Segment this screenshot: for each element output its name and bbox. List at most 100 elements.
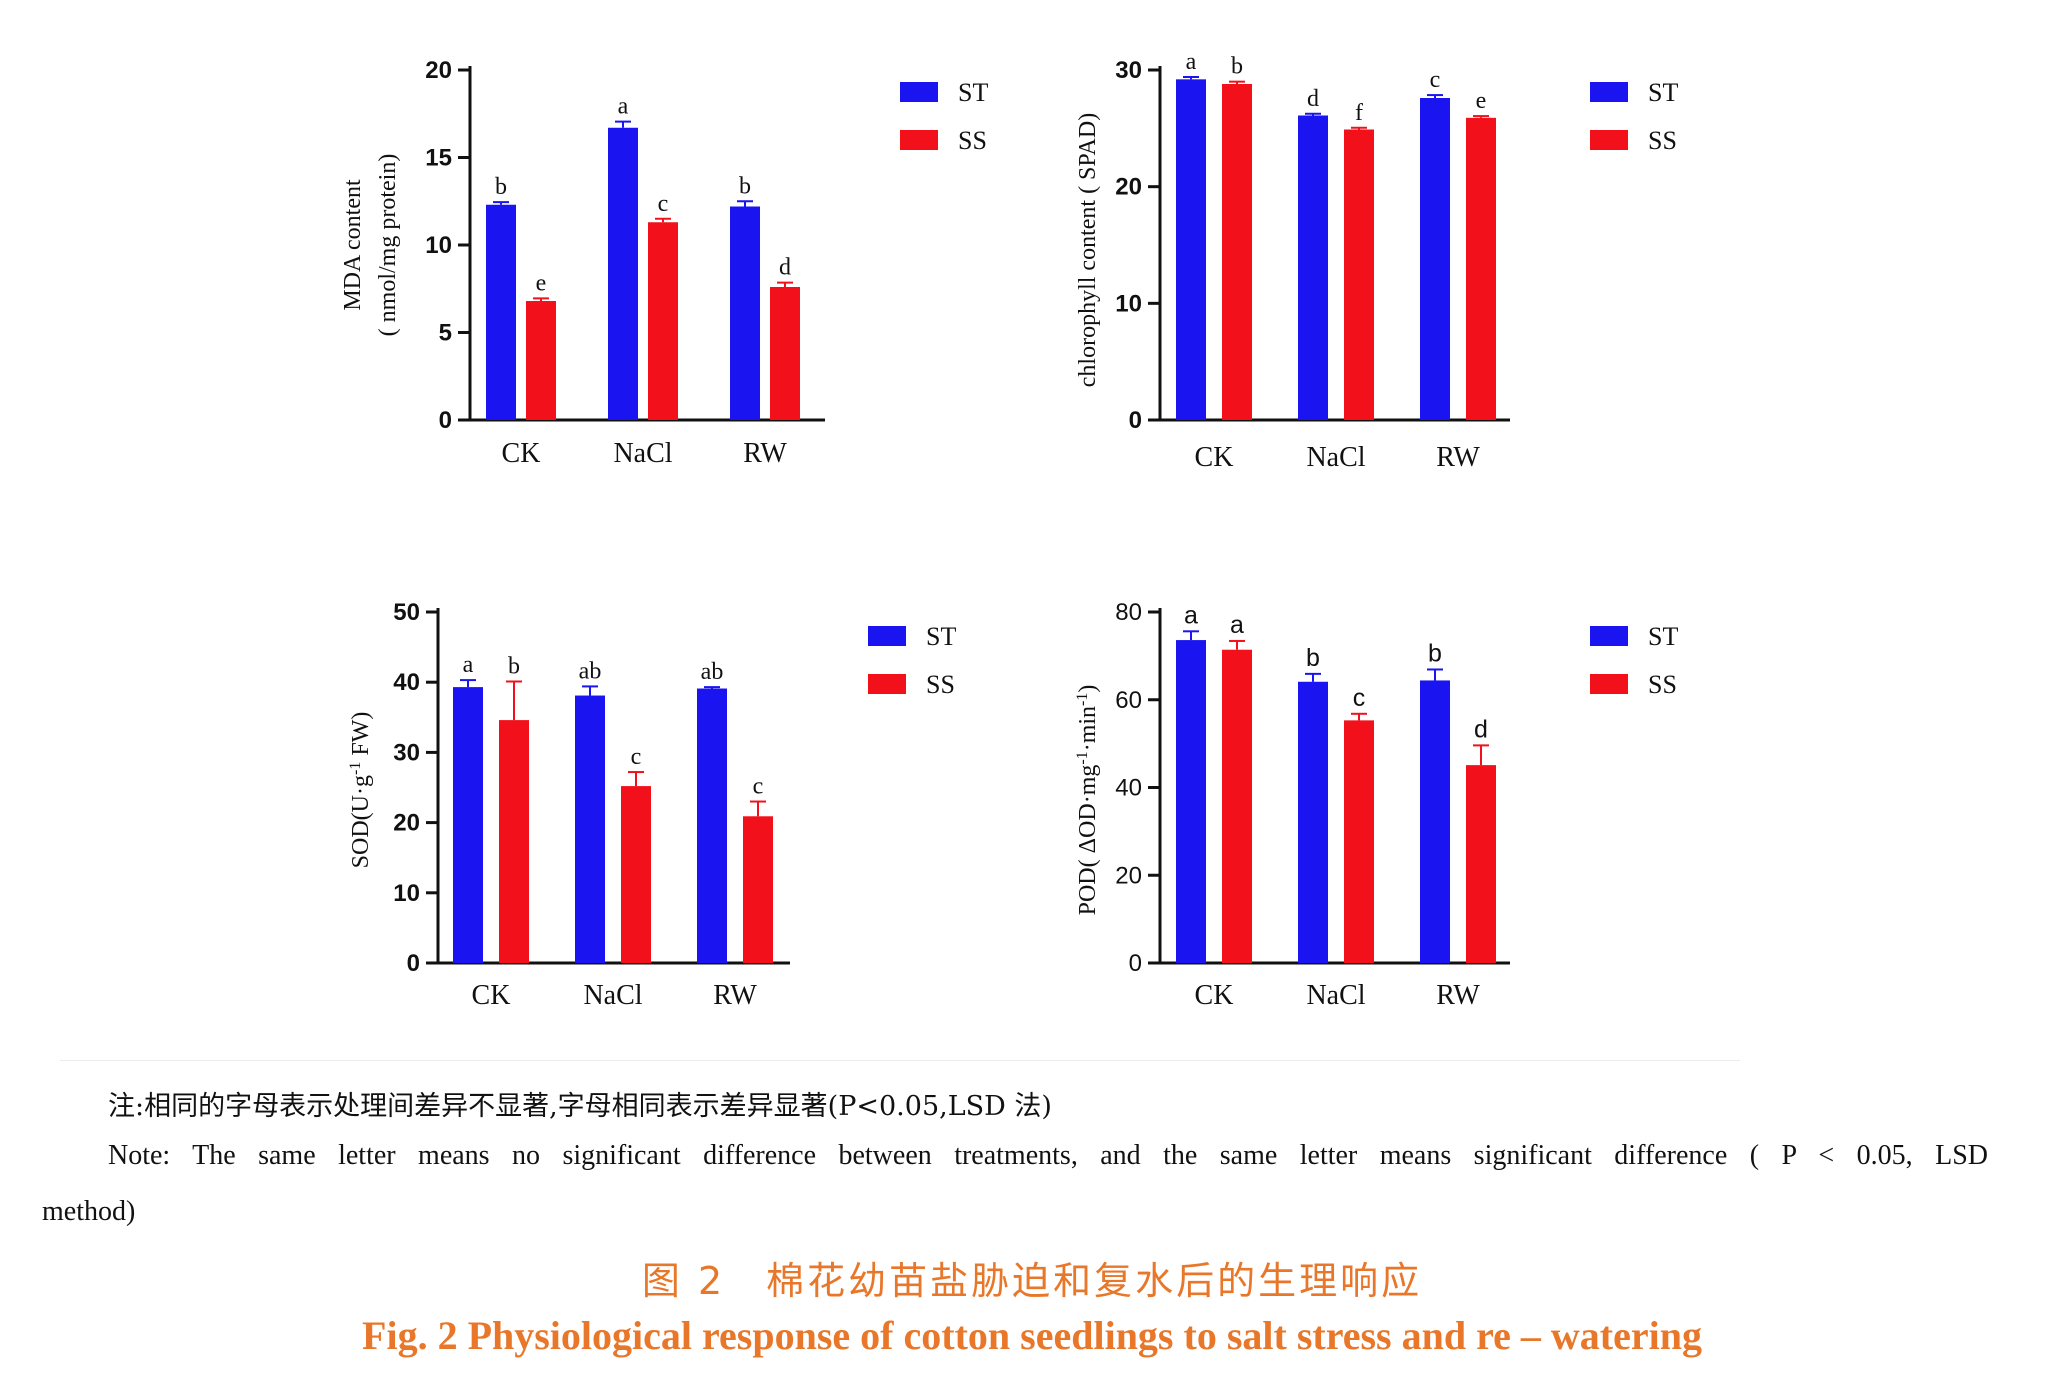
bar-ST-RW [730, 206, 760, 420]
y-tick-label: 50 [393, 599, 420, 626]
legend-label-SS: SS [958, 126, 987, 155]
significance-letter-SS-RW: e [1476, 88, 1487, 114]
category-label-CK: CK [1195, 980, 1234, 1011]
legend-label-ST: ST [958, 78, 988, 107]
bar-SS-CK [499, 720, 529, 963]
label-part: MDA content [340, 179, 366, 311]
y-tick-label: 5 [439, 320, 452, 347]
label-part: FW) [348, 712, 374, 762]
superscript: -1 [1074, 693, 1091, 706]
label-part: chlorophyll content ( SPAD) [1075, 113, 1101, 387]
category-label-NaCl: NaCl [1306, 980, 1365, 1011]
significance-letter-ST-NaCl: d [1307, 86, 1319, 112]
chart-mda-svg: 0 5 10 15 20 MDA content ( nmol/mg protein) b e C… [340, 57, 988, 469]
significance-letter-ST-CK: a [1186, 49, 1197, 75]
y-axis-label: chlorophyll content ( SPAD) [1075, 113, 1101, 387]
superscript: -1 [1074, 751, 1091, 764]
category-label-RW: RW [1436, 442, 1480, 473]
bar-SS-NaCl [1344, 129, 1374, 420]
chart-pod: 0 20 40 60 80 POD( ΔOD·mg-1·min-1) a a CK b c NaCl b… [1074, 599, 1679, 1011]
divider [60, 1060, 1740, 1061]
category-label-NaCl: NaCl [613, 438, 672, 469]
significance-letter-SS-CK: b [1231, 54, 1243, 80]
y-tick-label: 15 [425, 145, 452, 172]
significance-letter-SS-NaCl: c [658, 191, 669, 217]
bar-ST-RW [697, 688, 727, 963]
significance-letter-SS-RW: c [753, 774, 764, 800]
y-tick-label: 10 [1115, 290, 1142, 317]
significance-letter-SS-NaCl: c [1353, 684, 1366, 712]
y-tick-label: 30 [1115, 57, 1142, 84]
bar-ST-NaCl [608, 127, 638, 420]
legend-swatch-ST [900, 82, 938, 102]
significance-letter-SS-RW: d [1474, 715, 1488, 743]
bar-ST-NaCl [1298, 681, 1328, 963]
bar-ST-CK [453, 687, 483, 963]
y-tick-label: 80 [1115, 599, 1142, 626]
significance-letter-ST-RW: ab [701, 659, 724, 685]
significance-letter-SS-CK: e [536, 270, 547, 296]
bar-ST-NaCl [575, 695, 605, 963]
legend-label-ST: ST [1648, 622, 1678, 651]
significance-letter-ST-RW: b [1428, 639, 1442, 667]
significance-letter-SS-RW: d [779, 255, 791, 281]
bar-SS-CK [526, 301, 556, 420]
significance-letter-ST-NaCl: a [618, 94, 629, 120]
y-tick-label: 0 [407, 950, 420, 977]
bar-SS-RW [743, 816, 773, 963]
y-axis-label: POD( ΔOD·mg-1·min-1) [1074, 685, 1102, 916]
category-label-RW: RW [713, 980, 757, 1011]
significance-letter-ST-RW: c [1430, 67, 1441, 93]
y-axis-label: SOD(U·g-1 FW) [347, 712, 375, 869]
significance-letter-ST-CK: a [463, 652, 474, 678]
chart-sod: 0 10 20 30 40 50 SOD(U·g-1 FW) a b CK ab c NaCl ab c RW… [0, 0, 1040, 1065]
bar-SS-NaCl [648, 222, 678, 420]
figure-caption-chinese: 图 2 棉花幼苗盐胁迫和复水后的生理响应 [641, 1259, 1423, 1303]
legend-label-ST: ST [926, 622, 956, 651]
significance-letter-SS-CK: a [1230, 611, 1244, 639]
y-tick-label: 0 [1129, 407, 1142, 434]
legend-swatch-SS [1590, 674, 1628, 694]
legend-swatch-SS [900, 130, 938, 150]
y-tick-label: 20 [393, 810, 420, 837]
y-tick-label: 40 [393, 669, 420, 696]
significance-letter-ST-CK: b [495, 174, 507, 200]
legend-swatch-SS [1590, 130, 1628, 150]
y-tick-label: 0 [1129, 950, 1142, 977]
y-axis-label: MDA content [340, 179, 366, 311]
bar-ST-NaCl [1298, 115, 1328, 420]
label-part: POD( ΔOD·mg [1075, 765, 1101, 916]
bar-ST-RW [1420, 680, 1450, 963]
chart-chlorophyll: 0 10 20 30 chlorophyll content ( SPAD) a b CK d f… [0, 0, 2064, 525]
significance-letter-ST-NaCl: b [1306, 644, 1320, 672]
category-label-RW: RW [1436, 980, 1480, 1011]
bar-SS-NaCl [1344, 720, 1374, 963]
bar-ST-RW [1420, 98, 1450, 420]
legend-label-SS: SS [926, 670, 955, 699]
significance-letter-SS-NaCl: f [1355, 100, 1363, 126]
y-tick-label: 20 [425, 57, 452, 84]
legend-swatch-ST [868, 626, 906, 646]
bar-SS-CK [1222, 84, 1252, 420]
significance-letter-ST-CK: a [1184, 601, 1198, 629]
legend-swatch-ST [1590, 626, 1628, 646]
significance-letter-SS-CK: b [508, 653, 520, 679]
legend-label-SS: SS [1648, 126, 1677, 155]
bar-SS-RW [1466, 117, 1496, 420]
chart-mda: 0 5 10 15 20 MDA content ( nmol/mg protein) b e C… [0, 0, 1040, 525]
category-label-NaCl: NaCl [1306, 442, 1365, 473]
legend-swatch-ST [1590, 82, 1628, 102]
superscript: -1 [347, 762, 364, 775]
y-tick-label: 10 [425, 232, 452, 259]
y-tick-label: 0 [439, 407, 452, 434]
label-part: SOD(U·g [348, 775, 374, 868]
note-english-line2: method) [42, 1196, 136, 1227]
category-label-NaCl: NaCl [583, 980, 642, 1011]
legend-label-SS: SS [1648, 670, 1677, 699]
legend-label-ST: ST [1648, 78, 1678, 107]
bar-ST-CK [1176, 640, 1206, 963]
bar-ST-CK [1176, 79, 1206, 420]
figure-caption-english: Fig. 2 Physiological response of cotton … [362, 1313, 1702, 1358]
